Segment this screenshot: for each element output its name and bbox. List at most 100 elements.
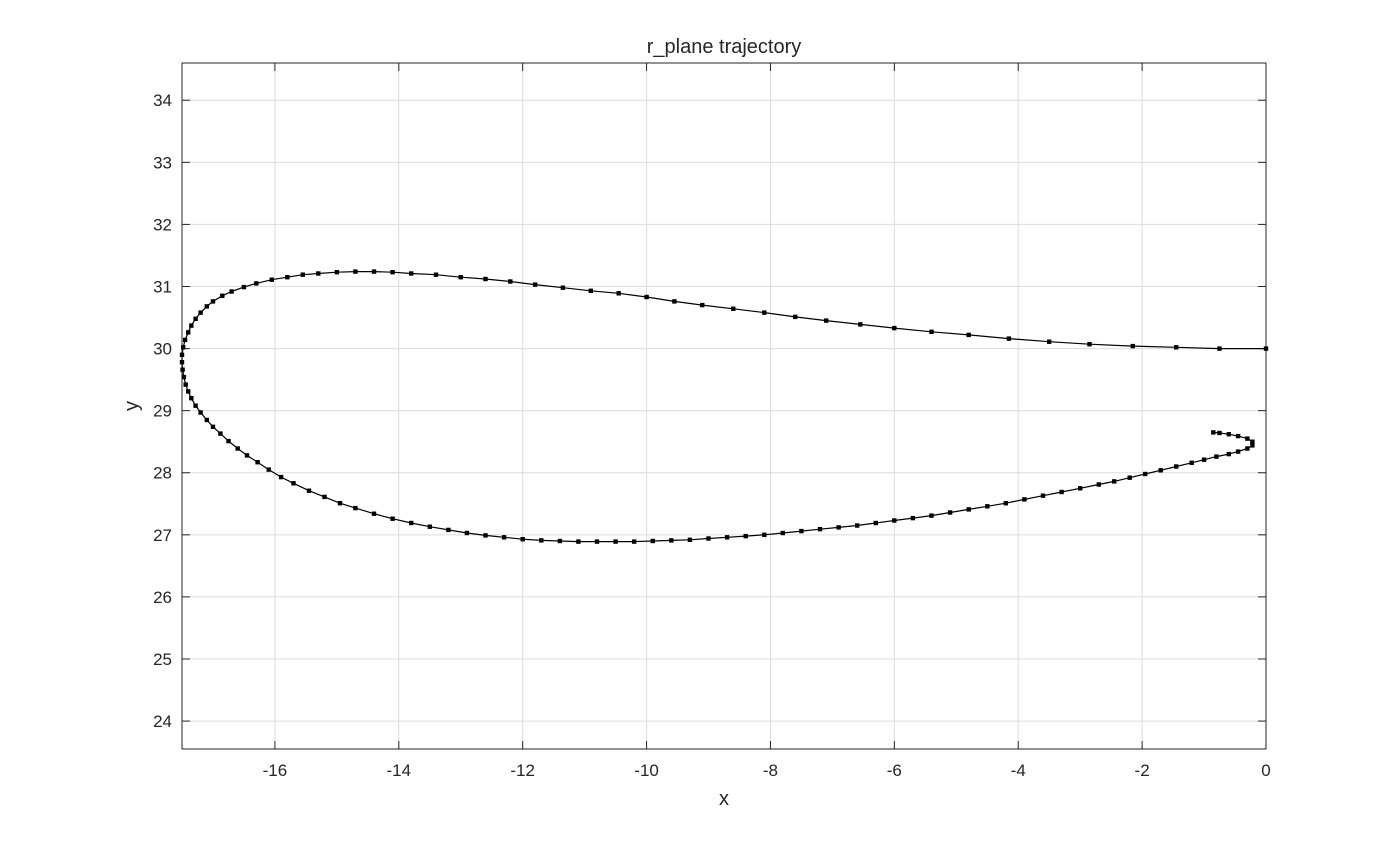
trajectory-point	[1003, 501, 1008, 506]
trajectory-point	[557, 538, 563, 544]
trajectory-point	[218, 431, 223, 436]
trajectory-point	[588, 288, 593, 293]
trajectory-point	[1040, 493, 1046, 498]
trajectory-point	[226, 438, 231, 444]
trajectory-point	[198, 310, 203, 315]
trajectory-point	[1250, 439, 1255, 444]
trajectory-point	[285, 275, 290, 280]
trajectory-point	[193, 316, 198, 321]
trajectory-point	[300, 272, 305, 277]
trajectory-point	[210, 299, 216, 304]
y-tick-label: 34	[153, 91, 172, 110]
trajectory-point	[672, 299, 677, 304]
trajectory-point	[229, 289, 234, 294]
trajectory-point	[1022, 497, 1027, 502]
y-tick-label: 28	[153, 464, 172, 483]
trajectory-point	[1127, 475, 1132, 480]
ticks	[182, 63, 1267, 749]
trajectory-point	[278, 474, 284, 480]
trajectory-point	[322, 494, 327, 500]
trajectory-point	[390, 516, 395, 521]
trajectory-point	[1263, 346, 1269, 351]
trajectory-point	[204, 304, 209, 309]
x-tick-label: -10	[634, 761, 659, 780]
trajectory-point	[780, 530, 785, 536]
axes-box	[181, 62, 1267, 750]
trajectory-point	[1006, 336, 1012, 341]
trajectory-point	[1235, 449, 1241, 454]
trajectory-point	[501, 535, 507, 540]
trajectory-point	[1143, 471, 1148, 477]
y-tick-label: 33	[153, 153, 172, 172]
trajectory-point	[1235, 433, 1241, 439]
trajectory-point	[1174, 345, 1179, 350]
series-layer	[179, 269, 1269, 544]
trajectory-point	[458, 275, 463, 280]
plot-area	[182, 63, 1266, 749]
trajectory-point	[700, 302, 705, 308]
y-tick-label: 31	[153, 277, 172, 296]
trajectory-point	[1245, 446, 1250, 451]
trajectory-point	[1087, 342, 1092, 347]
trajectory-point	[181, 345, 186, 350]
trajectory-point	[186, 389, 191, 394]
trajectory-point	[337, 501, 343, 506]
trajectory-point	[1217, 430, 1222, 436]
trajectory-point	[520, 537, 525, 542]
x-tick-label: -6	[887, 761, 902, 780]
trajectory-point	[446, 527, 451, 533]
trajectory-point	[409, 520, 414, 526]
trajectory-point	[985, 504, 990, 509]
trajectory-point	[1226, 432, 1231, 437]
trajectory-point	[836, 525, 841, 530]
trajectory-point	[892, 518, 897, 523]
trajectory-point	[179, 360, 185, 365]
tick-labels: -16 -14 -12 -10 -8 -6 -4 -2 0 24 25 26 27 28 29 30 31 32 3…	[153, 91, 1271, 780]
y-tick-label: 27	[153, 526, 172, 545]
trajectory-point	[743, 533, 748, 539]
trajectory-point	[182, 337, 188, 343]
trajectory-point	[189, 323, 194, 328]
trajectory-point	[873, 520, 878, 526]
trajectory-point	[966, 332, 971, 338]
x-tick-label: -2	[1135, 761, 1150, 780]
trajectory-point	[179, 352, 185, 357]
trajectory-point	[371, 511, 377, 516]
trajectory-point	[910, 515, 916, 521]
trajectory-point	[244, 453, 250, 458]
trajectory-point	[650, 538, 655, 544]
trajectory-point	[1078, 486, 1083, 491]
trajectory-point	[644, 294, 649, 300]
trajectory-point	[793, 314, 798, 320]
trajectory-point	[966, 507, 971, 512]
trajectory-point	[824, 318, 829, 323]
trajectory-point	[255, 460, 260, 465]
trajectory-point	[632, 539, 637, 544]
trajectory-point	[687, 537, 693, 542]
trajectory-point	[266, 467, 271, 472]
trajectory-point	[1096, 482, 1101, 487]
trajectory-point	[1130, 343, 1135, 349]
trajectory-point	[198, 410, 203, 415]
trajectory-point	[594, 539, 600, 544]
x-tick-label: -16	[263, 761, 288, 780]
trajectory-point	[269, 277, 274, 282]
trajectory-point	[817, 527, 823, 532]
trajectory-point	[1217, 346, 1222, 351]
trajectory-point	[186, 330, 191, 335]
y-tick-label: 26	[153, 588, 172, 607]
trajectory-point	[483, 276, 488, 282]
trajectory-point	[613, 539, 618, 544]
trajectory-point	[433, 272, 439, 277]
trajectory-point	[508, 279, 513, 284]
x-tick-label: -12	[510, 761, 535, 780]
trajectory-point	[947, 510, 953, 515]
trajectory-point	[241, 284, 247, 290]
chart-title: r_plane trajectory	[647, 36, 802, 58]
trajectory-point	[1189, 460, 1194, 465]
trajectory-point	[464, 530, 470, 536]
trajectory-point	[180, 367, 185, 372]
trajectory-point	[316, 271, 321, 276]
trajectory-point	[371, 269, 377, 274]
